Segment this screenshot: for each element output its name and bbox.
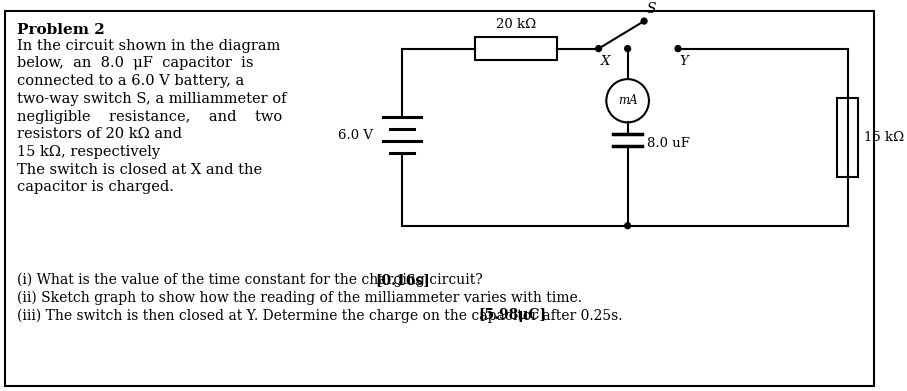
- Text: Problem 2: Problem 2: [17, 23, 105, 37]
- Circle shape: [625, 223, 630, 229]
- Text: capacitor is charged.: capacitor is charged.: [17, 181, 174, 194]
- Text: 15 kΩ: 15 kΩ: [864, 131, 904, 143]
- Text: (i) What is the value of the time constant for the charging circuit?: (i) What is the value of the time consta…: [17, 273, 488, 287]
- Text: In the circuit shown in the diagram: In the circuit shown in the diagram: [17, 39, 281, 53]
- Bar: [837, 98, 858, 176]
- Text: (ii) Sketch graph to show how the reading of the milliammeter varies with time.: (ii) Sketch graph to show how the readin…: [17, 291, 582, 305]
- Text: X: X: [600, 56, 610, 68]
- Text: 8.0 uF: 8.0 uF: [647, 136, 690, 150]
- Circle shape: [625, 46, 630, 52]
- Circle shape: [596, 46, 601, 52]
- Text: negligible    resistance,    and    two: negligible resistance, and two: [17, 109, 283, 124]
- Text: 15 kΩ, respectively: 15 kΩ, respectively: [17, 145, 161, 159]
- Text: mA: mA: [618, 94, 638, 107]
- Circle shape: [675, 46, 681, 52]
- Text: 6.0 V: 6.0 V: [338, 129, 373, 142]
- Text: connected to a 6.0 V battery, a: connected to a 6.0 V battery, a: [17, 74, 245, 88]
- Text: S: S: [647, 2, 657, 16]
- Text: [0.16s]: [0.16s]: [375, 273, 430, 287]
- Text: resistors of 20 kΩ and: resistors of 20 kΩ and: [17, 127, 182, 141]
- Text: 20 kΩ: 20 kΩ: [496, 18, 536, 31]
- Text: [5.98μC]: [5.98μC]: [479, 308, 547, 322]
- Text: two-way switch S, a milliammeter of: two-way switch S, a milliammeter of: [17, 92, 287, 106]
- Text: below,  an  8.0  μF  capacitor  is: below, an 8.0 μF capacitor is: [17, 56, 254, 70]
- Bar: [474, 37, 557, 61]
- Text: (iii) The switch is then closed at Y. Determine the charge on the capacitor afte: (iii) The switch is then closed at Y. De…: [17, 308, 628, 323]
- Circle shape: [641, 18, 647, 24]
- Text: Y: Y: [679, 56, 688, 68]
- Text: The switch is closed at X and the: The switch is closed at X and the: [17, 163, 262, 177]
